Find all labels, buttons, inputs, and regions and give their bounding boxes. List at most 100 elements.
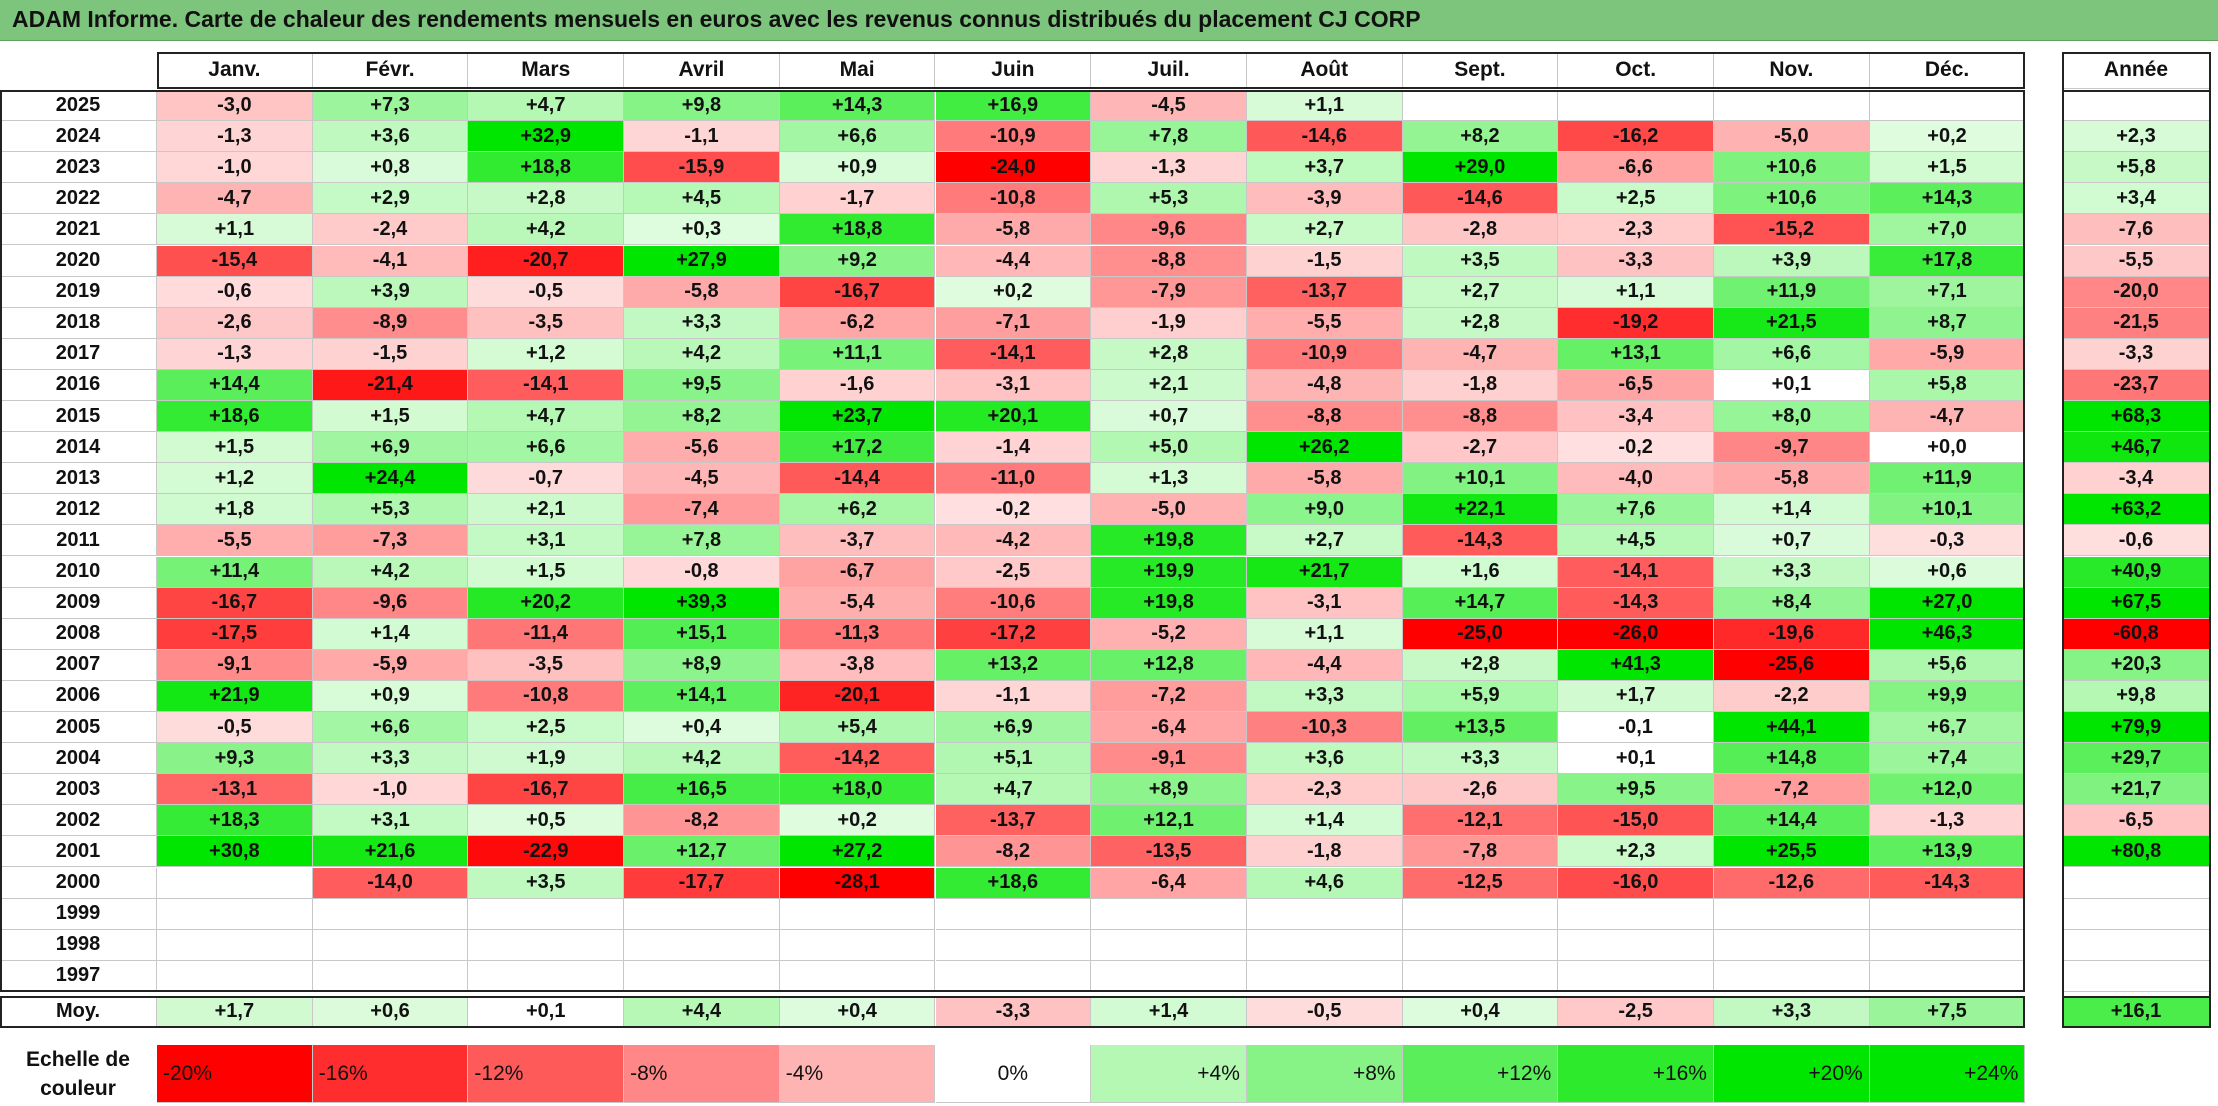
year-label: 2012	[0, 494, 157, 526]
month-header: Mai	[779, 52, 936, 89]
heatmap-cell: -9,1	[157, 649, 313, 681]
heatmap-cell: -14,1	[468, 369, 625, 401]
heatmap-cell	[1091, 960, 1247, 992]
heatmap-cell: +3,3	[624, 307, 780, 339]
heatmap-cell: -1,1	[624, 121, 780, 153]
heatmap-cell: -8,9	[312, 307, 469, 339]
heatmap-cell: -19,2	[1558, 307, 1714, 339]
annual-cell: -3,4	[2062, 463, 2211, 495]
heatmap-cell: +6,2	[779, 494, 936, 526]
heatmap-cell: +7,4	[1869, 743, 2026, 775]
heatmap-cell: +0,6	[1869, 556, 2026, 588]
average-label: Moy.	[0, 996, 157, 1028]
heatmap-cell: -25,0	[1402, 618, 1559, 650]
heatmap-cell: -2,3	[1246, 774, 1403, 806]
average-cell: +7,5	[1869, 996, 2026, 1028]
annual-cell: +63,2	[2062, 494, 2211, 526]
heatmap-cell: +14,3	[779, 90, 936, 122]
heatmap-cell: -16,0	[1558, 867, 1714, 899]
heatmap-cell: -1,1	[935, 680, 1092, 712]
heatmap-cell: +3,3	[1714, 556, 1870, 588]
heatmap-cell: +7,6	[1558, 494, 1714, 526]
heatmap-cell: +5,6	[1869, 649, 2026, 681]
heatmap-cell: +1,4	[1714, 494, 1870, 526]
heatmap-cell: -4,7	[1402, 338, 1559, 370]
heatmap-cell: +2,5	[468, 712, 625, 744]
heatmap-cell: -3,5	[468, 307, 625, 339]
average-cell: +1,4	[1091, 996, 1247, 1028]
heatmap-cell: +2,1	[1091, 369, 1247, 401]
heatmap-cell: -4,7	[1869, 401, 2026, 433]
heatmap-cell: +13,1	[1558, 338, 1714, 370]
heatmap-cell: +1,8	[157, 494, 313, 526]
heatmap-cell: +9,9	[1869, 680, 2026, 712]
heatmap-cell	[1091, 898, 1247, 930]
heatmap-cell: +9,5	[1558, 774, 1714, 806]
heatmap-cell: +0,2	[779, 805, 936, 837]
average-cell: +4,4	[624, 996, 780, 1028]
heatmap-cell: +0,1	[1714, 369, 1870, 401]
heatmap-cell: -5,8	[935, 214, 1092, 246]
heatmap-cell: -2,8	[1402, 214, 1559, 246]
heatmap-cell: -1,3	[157, 121, 313, 153]
heatmap-cell: +4,2	[468, 214, 625, 246]
heatmap-cell: -0,7	[468, 463, 625, 495]
heatmap-cell: +39,3	[624, 587, 780, 619]
heatmap-cell: -4,5	[1091, 90, 1247, 122]
average-cell: +0,4	[1402, 996, 1559, 1028]
heatmap-cell: -12,5	[1402, 867, 1559, 899]
heatmap-cell: +6,6	[312, 712, 469, 744]
heatmap-cell: -0,5	[468, 276, 625, 308]
heatmap-cell: +5,3	[1091, 183, 1247, 215]
annual-cell: +68,3	[2062, 401, 2211, 433]
heatmap-cell	[312, 929, 469, 961]
heatmap-cell: -12,1	[1402, 805, 1559, 837]
heatmap-cell: -1,5	[1246, 245, 1403, 277]
heatmap-cell: +2,5	[1558, 183, 1714, 215]
heatmap-cell: -2,2	[1714, 680, 1870, 712]
heatmap-cell: +8,9	[624, 649, 780, 681]
color-scale-swatch: +8%	[1246, 1045, 1403, 1103]
heatmap-cell: -0,8	[624, 556, 780, 588]
heatmap-cell: +0,3	[624, 214, 780, 246]
heatmap-cell: -11,3	[779, 618, 936, 650]
heatmap-cell: -14,2	[779, 743, 936, 775]
heatmap-cell: +1,9	[468, 743, 625, 775]
heatmap-cell: +9,8	[624, 90, 780, 122]
heatmap-cell: +5,4	[779, 712, 936, 744]
month-header: Nov.	[1714, 52, 1870, 89]
heatmap-cell: +11,1	[779, 338, 936, 370]
heatmap-cell: -3,3	[1558, 245, 1714, 277]
heatmap-cell: -5,0	[1091, 494, 1247, 526]
annual-cell: +79,9	[2062, 712, 2211, 744]
heatmap-cell	[468, 929, 625, 961]
annual-cell: +80,8	[2062, 836, 2211, 868]
color-scale-swatch: -20%	[157, 1045, 313, 1103]
heatmap-cell: -5,8	[1714, 463, 1870, 495]
heatmap-cell: +19,8	[1091, 587, 1247, 619]
heatmap-cell: +11,9	[1714, 276, 1870, 308]
heatmap-cell: +1,5	[157, 432, 313, 464]
month-header: Janv.	[157, 52, 313, 89]
heatmap-cell: -1,5	[312, 338, 469, 370]
heatmap-cell: -3,8	[779, 649, 936, 681]
heatmap-cell: -3,4	[1558, 401, 1714, 433]
heatmap-cell	[1714, 90, 1870, 122]
heatmap-cell: -9,6	[1091, 214, 1247, 246]
heatmap-cell	[1558, 90, 1714, 122]
heatmap-cell: +24,4	[312, 463, 469, 495]
heatmap-cell: +9,0	[1246, 494, 1403, 526]
heatmap-cell: +21,5	[1714, 307, 1870, 339]
color-scale-swatch: -8%	[624, 1045, 780, 1103]
heatmap-cell: -1,8	[1246, 836, 1403, 868]
heatmap-cell: +1,7	[1558, 680, 1714, 712]
heatmap-cell: +15,1	[624, 618, 780, 650]
heatmap-cell: +12,8	[1091, 649, 1247, 681]
annual-cell	[2062, 929, 2211, 961]
heatmap-cell: -16,2	[1558, 121, 1714, 153]
heatmap-cell	[1869, 960, 2026, 992]
heatmap-cell	[935, 898, 1092, 930]
heatmap-cell: +26,2	[1246, 432, 1403, 464]
heatmap-cell: -11,0	[935, 463, 1092, 495]
annual-cell	[2062, 960, 2211, 992]
